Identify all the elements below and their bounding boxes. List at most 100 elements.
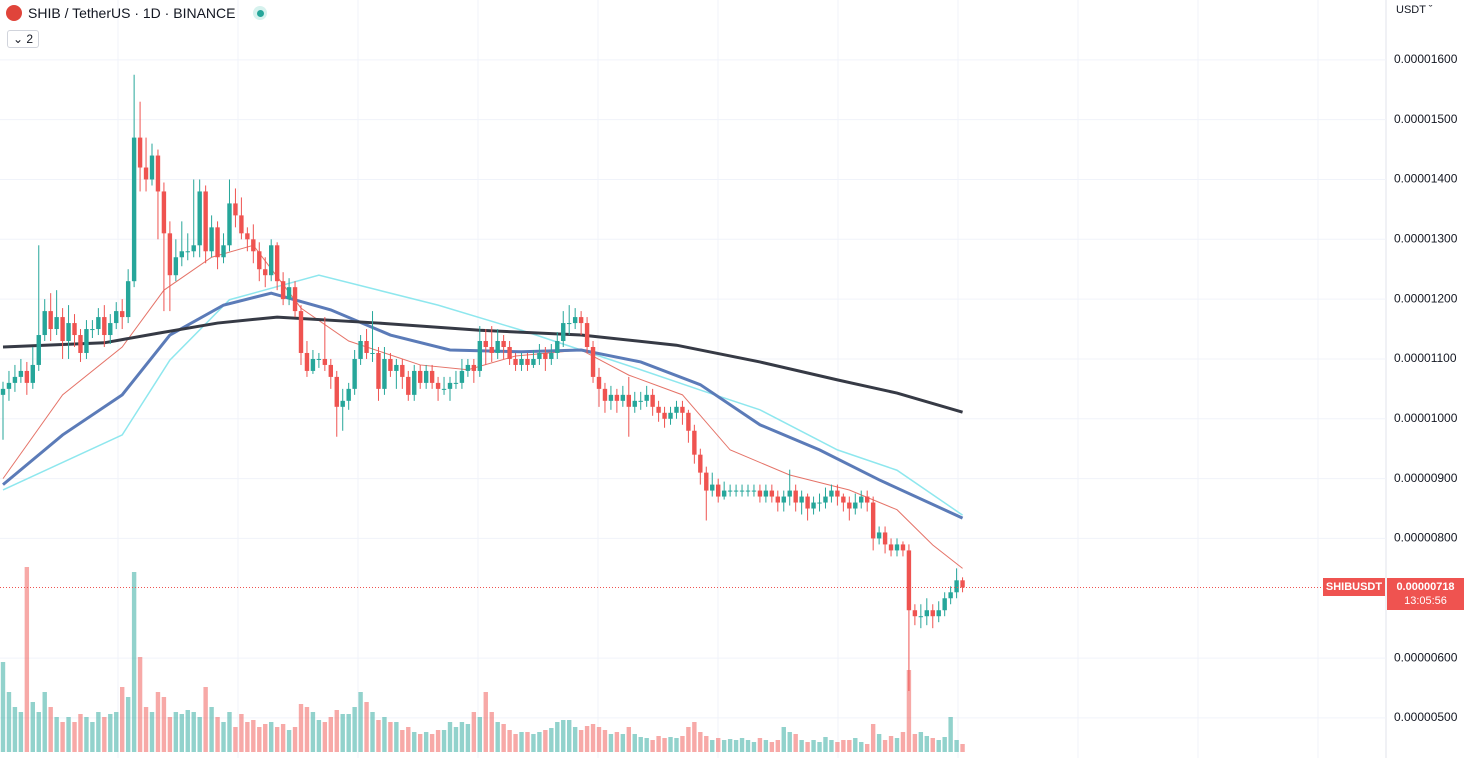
candle-body <box>656 406 661 413</box>
candle-body <box>120 311 125 318</box>
candle-body <box>525 358 530 365</box>
candle-body <box>519 358 524 365</box>
candle-body <box>495 341 500 353</box>
countdown: 13:05:56 <box>1404 595 1447 608</box>
volume-bar <box>280 724 286 752</box>
candle-body <box>423 370 429 383</box>
candle-body <box>942 598 947 611</box>
volume-bar <box>567 720 572 752</box>
candle-body <box>382 358 387 389</box>
candle-body <box>584 323 590 347</box>
candle-body <box>48 311 53 330</box>
volume-bar <box>120 687 125 752</box>
y-tick-label: 0.00001600 <box>1394 52 1458 66</box>
candle-body <box>847 502 852 509</box>
candle-body <box>727 490 733 492</box>
volume-bar <box>543 730 548 752</box>
volume-bar <box>572 727 578 752</box>
candle-body <box>459 370 465 383</box>
candle-body <box>876 532 882 539</box>
volume-bar <box>918 732 924 752</box>
volume-bar <box>376 720 381 752</box>
symbol-title[interactable]: SHIB / TetherUS · 1D · BINANCE <box>28 5 236 21</box>
volume-bar <box>370 712 375 752</box>
candle-body <box>769 490 775 497</box>
volume-bar <box>346 714 351 752</box>
volume-bar <box>418 734 423 752</box>
candle-body <box>90 329 95 331</box>
candle-body <box>602 388 608 401</box>
volume-bar <box>423 732 429 752</box>
y-tick-label: 0.00001400 <box>1394 172 1458 186</box>
market-status[interactable] <box>253 6 268 20</box>
candle-body <box>757 490 763 497</box>
volume-bar <box>686 727 691 752</box>
candle-body <box>292 287 298 312</box>
candle-body <box>829 490 834 497</box>
candle-body <box>823 496 828 503</box>
candle-body <box>251 239 256 252</box>
candle-body <box>298 311 304 353</box>
volume-bar <box>590 724 596 752</box>
candle-body <box>429 370 435 383</box>
candle-body <box>692 430 697 455</box>
candle-body <box>620 394 626 401</box>
candle-body <box>578 317 584 324</box>
last-price: 0.00000718 <box>1396 581 1455 594</box>
volume-bar <box>721 740 727 752</box>
candle-body <box>36 335 41 365</box>
candle-body <box>435 382 441 389</box>
volume-bar <box>340 714 345 752</box>
candle-body <box>638 400 643 402</box>
volume-bar <box>823 737 828 752</box>
volume-bar <box>555 722 560 752</box>
volume-bar <box>143 707 149 752</box>
indicators-toggle[interactable]: ⌄ 2 <box>7 30 40 48</box>
volume-bar <box>108 714 113 752</box>
volume-bar <box>239 714 244 752</box>
candle-body <box>84 329 89 353</box>
candle-body <box>346 388 351 401</box>
currency-selector[interactable]: USDT ˇ <box>1396 4 1433 16</box>
volume-bar <box>114 712 119 752</box>
candle-body <box>686 412 691 431</box>
y-tick-label: 0.00001000 <box>1394 411 1458 425</box>
volume-bar <box>757 738 763 752</box>
volume-bar <box>513 734 518 752</box>
volume-bar <box>805 742 810 752</box>
volume-bar <box>739 738 745 752</box>
candle-body <box>340 400 345 407</box>
volume-bar <box>829 740 834 752</box>
candle-body <box>751 490 757 492</box>
volume-bar <box>18 712 24 752</box>
moving-average <box>2 274 963 516</box>
volume-bar <box>215 717 220 752</box>
volume-bar <box>447 722 453 752</box>
volume-bar <box>942 737 947 752</box>
candle-body <box>6 382 12 389</box>
volume-bar <box>495 722 500 752</box>
candle-body <box>441 388 447 390</box>
candle-body <box>257 251 262 270</box>
volume-bar <box>698 732 703 752</box>
volume-bar <box>66 717 71 752</box>
volume-bar <box>930 738 935 752</box>
volume-bar <box>733 740 739 752</box>
volume-bar <box>584 726 590 752</box>
candle-body <box>477 341 482 371</box>
symbol-label: SHIBUSDT <box>1325 581 1383 594</box>
volume-bar <box>900 732 906 752</box>
candle-body <box>608 394 614 401</box>
volume-bar <box>12 707 18 752</box>
volume-bar <box>382 717 387 752</box>
candle-body <box>114 311 119 324</box>
volume-bar <box>30 702 35 752</box>
symbol-header[interactable]: SHIB / TetherUS · 1D · BINANCE <box>6 5 268 21</box>
y-tick-label: 0.00000600 <box>1394 650 1458 664</box>
volume-bar <box>173 712 179 752</box>
volume-bar <box>72 722 77 752</box>
volume-bar <box>668 737 673 752</box>
volume-bar <box>561 720 566 752</box>
candle-body <box>912 610 918 617</box>
volume-bar <box>650 740 655 752</box>
